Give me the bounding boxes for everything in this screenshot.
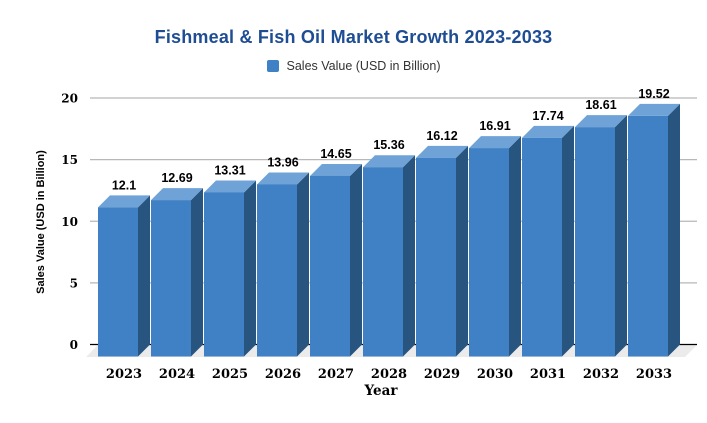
x-tick-label: 2024 bbox=[159, 367, 195, 382]
x-axis-title: Year bbox=[364, 383, 398, 399]
bar-side-face bbox=[668, 103, 680, 357]
bar-side-face bbox=[562, 125, 574, 357]
bar bbox=[310, 175, 350, 357]
bar-top-face bbox=[98, 195, 150, 208]
bar bbox=[469, 148, 509, 357]
legend-label: Sales Value (USD in Billion) bbox=[286, 59, 441, 73]
bar-value-label: 16.12 bbox=[426, 129, 457, 143]
bar-top-face bbox=[575, 115, 627, 128]
bar-top-face bbox=[257, 172, 309, 185]
bar-value-label: 15.36 bbox=[373, 138, 404, 152]
bar-side-face bbox=[615, 115, 627, 357]
bar-top-face bbox=[522, 125, 574, 138]
bar bbox=[522, 137, 562, 357]
bar-value-label: 18.61 bbox=[585, 98, 616, 112]
bar-value-label: 19.52 bbox=[638, 87, 669, 101]
bar-side-face bbox=[138, 195, 150, 357]
y-tick-label: 10 bbox=[61, 215, 78, 229]
bar-value-label: 17.74 bbox=[532, 109, 563, 123]
bar-side-face bbox=[350, 163, 362, 357]
bar-top-face bbox=[363, 155, 415, 168]
bar-top-face bbox=[469, 136, 521, 149]
bar-top-face bbox=[204, 180, 256, 193]
bar bbox=[575, 127, 615, 357]
bar-side-face bbox=[191, 188, 203, 357]
x-tick-label: 2023 bbox=[106, 367, 142, 382]
legend-swatch-icon bbox=[266, 60, 279, 72]
bar-side-face bbox=[509, 136, 521, 357]
bar-side-face bbox=[403, 155, 415, 357]
bar-value-label: 13.96 bbox=[267, 155, 298, 169]
legend: Sales Value (USD in Billion) bbox=[0, 59, 707, 73]
bar bbox=[204, 192, 244, 357]
y-tick-label: 0 bbox=[70, 338, 78, 352]
bar-value-label: 14.65 bbox=[320, 147, 351, 161]
bar-top-face bbox=[310, 163, 362, 176]
bar bbox=[628, 115, 668, 357]
bar bbox=[151, 200, 191, 357]
y-tick-label: 5 bbox=[70, 276, 78, 290]
x-tick-label: 2032 bbox=[583, 367, 619, 382]
bar-value-label: 12.69 bbox=[161, 171, 192, 185]
bar-side-face bbox=[244, 180, 256, 357]
bar bbox=[98, 207, 138, 357]
x-tick-label: 2031 bbox=[530, 367, 566, 382]
chart-title: Fishmeal & Fish Oil Market Growth 2023-2… bbox=[154, 27, 553, 47]
bar-side-face bbox=[297, 172, 309, 357]
bar-top-face bbox=[416, 145, 468, 158]
x-tick-label: 2028 bbox=[371, 367, 407, 382]
bar-value-label: 12.1 bbox=[112, 178, 136, 192]
bar bbox=[363, 167, 403, 357]
x-tick-label: 2029 bbox=[424, 367, 460, 382]
bar-side-face bbox=[456, 145, 468, 357]
x-tick-label: 2027 bbox=[318, 367, 354, 382]
bar bbox=[257, 184, 297, 357]
bar-top-face bbox=[628, 103, 680, 116]
x-tick-label: 2026 bbox=[265, 367, 301, 382]
bar-value-label: 16.91 bbox=[479, 119, 510, 133]
bar-value-label: 13.31 bbox=[214, 163, 245, 177]
y-tick-label: 20 bbox=[61, 92, 78, 106]
y-tick-label: 15 bbox=[61, 153, 78, 167]
x-tick-label: 2030 bbox=[477, 367, 513, 382]
bar-top-face bbox=[151, 188, 203, 201]
x-tick-label: 2025 bbox=[212, 367, 248, 382]
x-tick-label: 2033 bbox=[636, 367, 672, 382]
bar bbox=[416, 157, 456, 357]
